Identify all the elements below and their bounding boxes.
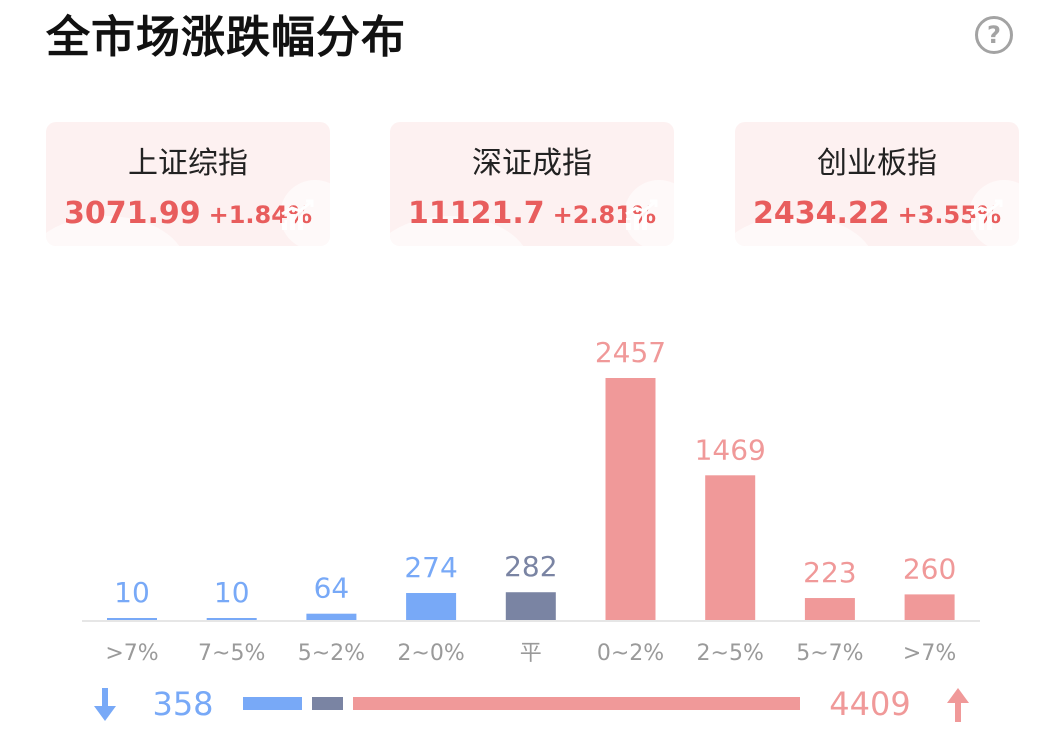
category-label-0: >7%	[105, 641, 158, 666]
index-name: 创业板指	[817, 146, 937, 181]
index-value: 3071.99	[63, 196, 201, 231]
card-decoration	[969, 180, 1019, 246]
down-arrow-icon	[94, 688, 116, 721]
value-label-0: 10	[114, 576, 150, 609]
index-card-chinext[interactable]: 创业板指 2434.22 +3.55%	[735, 122, 1019, 246]
category-label-6: 2~5%	[697, 641, 764, 666]
index-name: 深证成指	[472, 146, 592, 181]
value-label-6: 1469	[695, 433, 766, 466]
index-card-shanghai[interactable]: 上证综指 3071.99 +1.84%	[46, 122, 330, 246]
value-label-3: 274	[404, 551, 457, 584]
index-card-shenzhen[interactable]: 深证成指 11121.7 +2.81%	[390, 122, 674, 246]
bar-8[interactable]	[904, 594, 955, 620]
category-label-3: 2~0%	[397, 641, 464, 666]
trend-chart-icon	[625, 199, 658, 230]
page-title: 全市场涨跌幅分布	[46, 12, 406, 63]
index-name: 上证综指	[128, 146, 248, 181]
category-label-5: 0~2%	[597, 641, 664, 666]
distribution-bar-chart: 10 >7% 10 7~5% 64 5~2% 274 2~0% 282 平 2457 0~2% 1469…	[82, 336, 980, 666]
up-total: 4409	[829, 685, 911, 723]
bar-6[interactable]	[705, 475, 756, 620]
category-label-7: 5~7%	[796, 641, 863, 666]
value-label-1: 10	[214, 576, 250, 609]
value-label-2: 64	[314, 572, 350, 605]
value-label-4: 282	[504, 550, 557, 583]
index-value: 11121.7	[407, 196, 545, 231]
value-label-8: 260	[903, 552, 956, 585]
flat-ratio-bar	[312, 697, 344, 710]
up-ratio-bar	[353, 697, 800, 710]
bar-1[interactable]	[206, 618, 257, 620]
value-label-7: 223	[803, 556, 856, 589]
bar-4[interactable]	[505, 592, 556, 620]
value-label-5: 2457	[595, 336, 666, 369]
category-label-8: >7%	[903, 641, 956, 666]
bar-0[interactable]	[107, 618, 157, 620]
card-decoration	[624, 180, 674, 246]
bar-5[interactable]	[605, 378, 656, 620]
category-label-1: 7~5%	[198, 641, 265, 666]
trend-chart-icon	[970, 199, 1003, 230]
up-arrow-icon	[947, 688, 969, 722]
bar-3[interactable]	[406, 593, 457, 620]
card-decoration	[280, 180, 330, 246]
category-label-4: 平	[520, 641, 542, 666]
down-ratio-bar	[243, 697, 303, 710]
bar-7[interactable]	[804, 598, 855, 620]
trend-chart-icon	[281, 199, 314, 230]
index-value: 2434.22	[752, 196, 890, 231]
category-label-2: 5~2%	[298, 641, 365, 666]
help-icon[interactable]: ?	[975, 16, 1013, 54]
down-total: 358	[152, 685, 214, 723]
bar-2[interactable]	[306, 613, 357, 620]
